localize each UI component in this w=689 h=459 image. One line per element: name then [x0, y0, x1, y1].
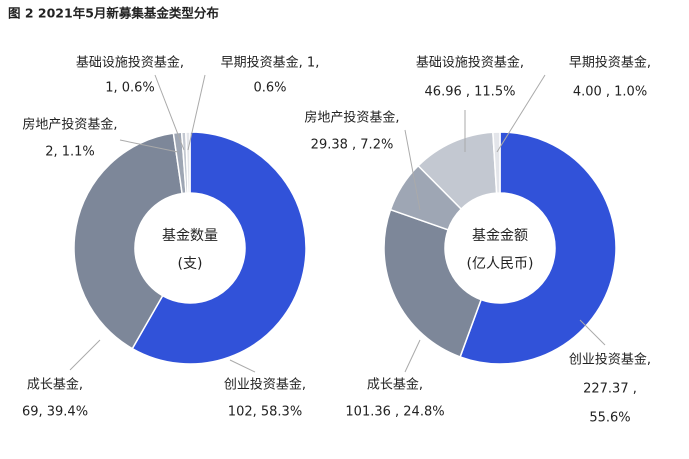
leader-line: [119, 139, 179, 153]
slice-label: 早期投资基金, 1,: [221, 55, 320, 71]
leader-line: [404, 129, 421, 211]
slice-label: 创业投资基金,: [224, 377, 306, 393]
donut-slice: [459, 131, 617, 365]
donut-slice: [73, 132, 183, 350]
leader-line: [404, 339, 421, 373]
slice-label: 4.00 , 1.0%: [573, 85, 647, 100]
leader-line: [154, 74, 185, 151]
slice-label: 基础设施投资基金,: [76, 55, 184, 71]
leader-line: [579, 319, 606, 346]
slice-label: 102, 58.3%: [228, 405, 302, 420]
slice-label: 46.96 , 11.5%: [425, 85, 516, 100]
slice-label: 房地产投资基金,: [22, 117, 117, 133]
slice-label: 101.36 , 24.8%: [345, 405, 444, 420]
slice-label: 29.38 , 7.2%: [311, 138, 394, 153]
figure-title: 图 2 2021年5月新募集基金类型分布: [8, 6, 219, 21]
center-label: (支): [178, 256, 203, 272]
center-label: 基金数量: [162, 227, 218, 244]
slice-label: 成长基金,: [367, 377, 423, 393]
leader-line: [187, 74, 206, 151]
slice-label: 2, 1.1%: [45, 145, 95, 160]
center-label: 基金金额: [472, 227, 528, 244]
center-label: (亿人民币): [467, 256, 534, 272]
slice-label: 55.6%: [589, 411, 630, 426]
slice-label: 房地产投资基金,: [304, 110, 399, 126]
slice-label: 0.6%: [253, 81, 286, 96]
leader-line: [69, 339, 101, 371]
leader-line: [496, 74, 546, 153]
donut-slice: [492, 131, 501, 194]
slice-label: 227.37 ,: [583, 382, 637, 397]
slice-label: 1, 0.6%: [105, 81, 155, 96]
leader-line: [229, 359, 256, 373]
donut-slice: [383, 208, 483, 358]
slice-label: 创业投资基金,: [569, 352, 651, 368]
slice-label: 早期投资基金,: [569, 55, 651, 71]
slice-label: 成长基金,: [27, 377, 83, 393]
slice-label: 69, 39.4%: [22, 405, 88, 420]
slice-label: 基础设施投资基金,: [416, 55, 524, 71]
donut-slice: [131, 131, 307, 365]
